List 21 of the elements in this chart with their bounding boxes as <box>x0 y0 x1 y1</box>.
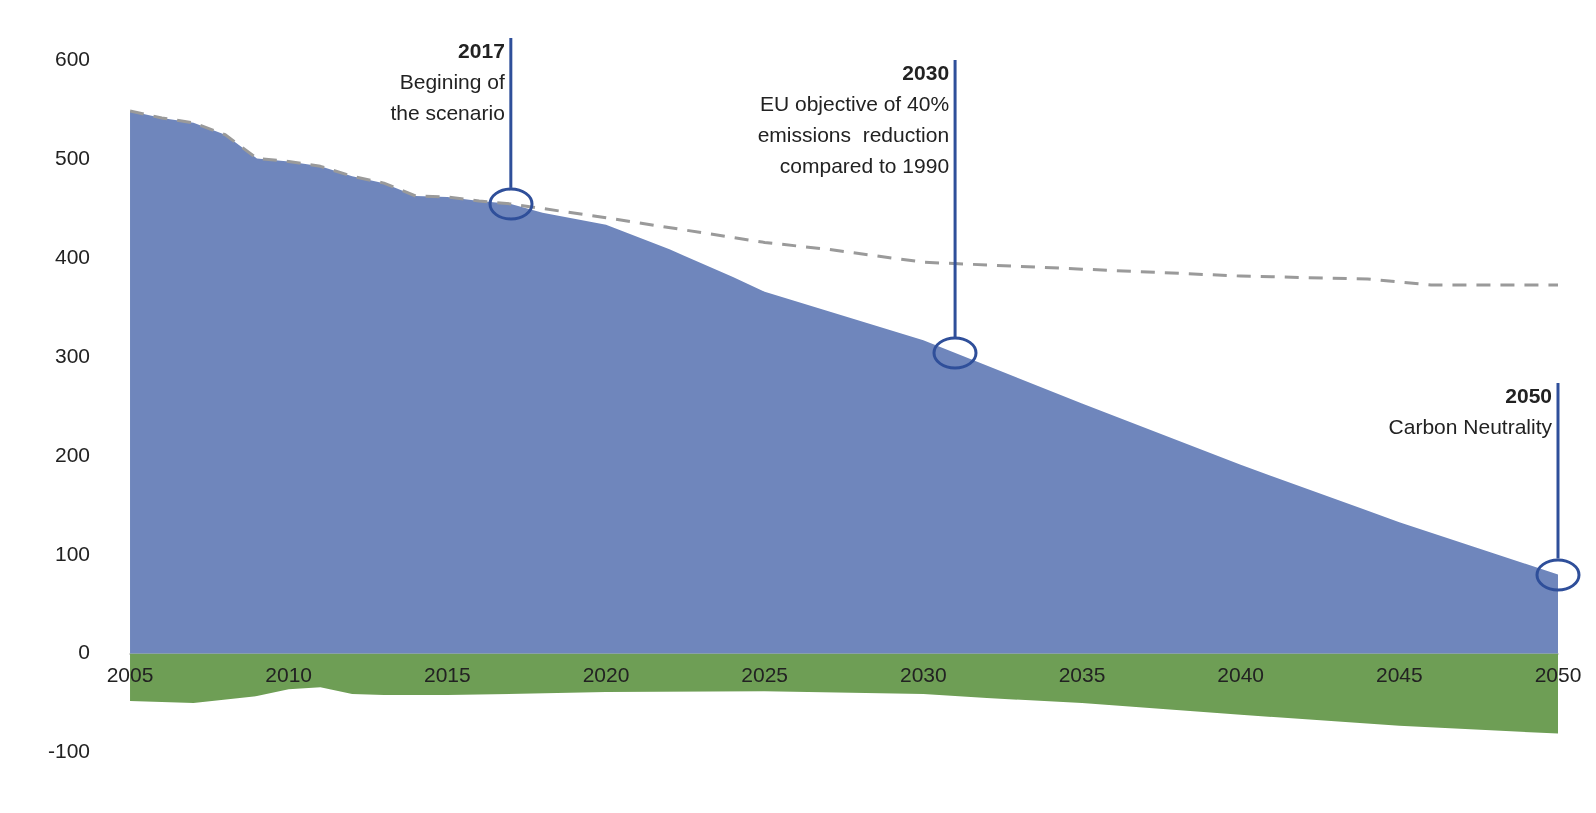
x-tick-label: 2005 <box>106 662 154 686</box>
x-tick-label: 2020 <box>582 662 630 686</box>
y-tick-label: 500 <box>54 146 91 170</box>
ref-line-label: 2017 Begining of the scenario <box>390 39 505 125</box>
x-tick-label: 2015 <box>424 662 471 686</box>
y-tick-label: 100 <box>54 541 91 565</box>
x-tick-label: 2045 <box>1375 662 1423 686</box>
ref-line-label: 2050 Carbon Neutrality <box>1388 384 1553 439</box>
y-tick-label: 0 <box>78 640 91 664</box>
x-tick-label: 2035 <box>1058 662 1106 686</box>
x-tick-label: 2040 <box>1217 662 1265 686</box>
x-tick-label: 2050 <box>1534 662 1582 686</box>
x-tick-label: 2025 <box>741 662 789 686</box>
x-tick-label: 2010 <box>265 662 313 686</box>
y-tick-label: -100 <box>48 739 91 763</box>
y-tick-label: 300 <box>54 343 91 367</box>
y-tick-label: 200 <box>54 442 91 466</box>
y-tick-label: 600 <box>54 47 91 71</box>
y-tick-label: 400 <box>54 245 91 269</box>
ref-line-label: 2030 EU objective of 40% emissions reduction compared to 1990 <box>757 61 950 178</box>
x-tick-label: 2030 <box>899 662 947 686</box>
